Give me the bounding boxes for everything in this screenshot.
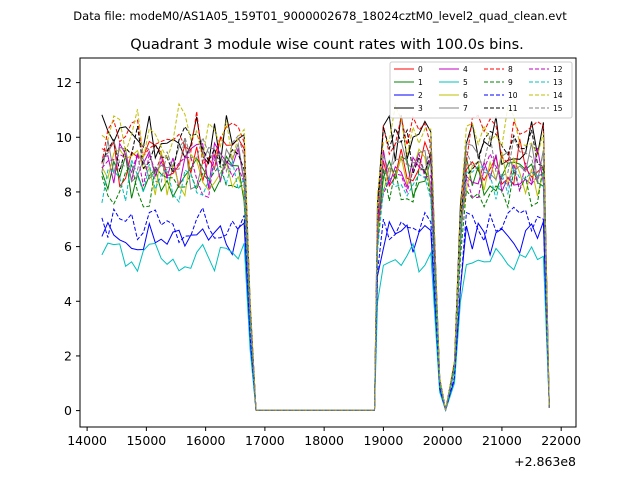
- legend-label-module-12: 12: [553, 65, 563, 74]
- x-tick-label: 20000: [423, 433, 463, 448]
- legend-label-module-6: 6: [463, 91, 468, 100]
- y-tick-label: 6: [64, 239, 72, 254]
- y-tick-label: 0: [64, 403, 72, 418]
- x-tick-label: 17000: [245, 433, 285, 448]
- legend-label-module-8: 8: [508, 65, 513, 74]
- y-tick-label: 2: [64, 348, 72, 363]
- x-tick-label: 14000: [67, 433, 107, 448]
- legend-label-module-2: 2: [418, 91, 423, 100]
- x-tick-label: 18000: [304, 433, 344, 448]
- plot-area-frame: [79, 57, 577, 428]
- legend-label-module-4: 4: [463, 65, 468, 74]
- x-tick-label: 19000: [364, 433, 404, 448]
- legend-label-module-9: 9: [508, 78, 513, 87]
- series-line-module-10: [101, 206, 550, 413]
- y-tick-label: 4: [64, 294, 72, 309]
- series-line-module-15: [101, 134, 550, 411]
- legend-label-module-7: 7: [463, 104, 468, 113]
- x-axis-offset-label: +2.863e8: [514, 454, 576, 469]
- y-tick-label: 8: [64, 184, 72, 199]
- legend-label-module-11: 11: [508, 104, 518, 113]
- x-tick-label: 21000: [482, 433, 522, 448]
- series-line-module-5: [101, 242, 550, 412]
- x-axis-ticks: 14000 15000 16000 17000 18000 19000 20000 21000…: [67, 427, 581, 448]
- legend-label-module-15: 15: [553, 104, 563, 113]
- series-line-module-2: [101, 220, 550, 412]
- x-tick-label: 15000: [126, 433, 166, 448]
- legend-label-module-10: 10: [508, 91, 518, 100]
- legend-label-module-0: 0: [418, 65, 423, 74]
- y-axis-ticks: 0 2 4 6 8 10 12: [56, 75, 80, 418]
- legend-label-module-13: 13: [553, 78, 563, 87]
- series-line-module-1: [101, 155, 550, 411]
- legend-label-module-14: 14: [553, 91, 563, 100]
- plot-lines: [101, 102, 550, 413]
- legend-box: [389, 61, 573, 119]
- chart-title: Quadrant 3 module wise count rates with …: [130, 37, 524, 53]
- x-tick-label: 22000: [541, 433, 581, 448]
- y-tick-label: 12: [56, 75, 72, 90]
- series-line-module-9: [101, 164, 550, 411]
- y-tick-label: 10: [56, 130, 72, 145]
- series-line-module-12: [101, 152, 550, 411]
- x-tick-label: 16000: [186, 433, 226, 448]
- legend-label-module-5: 5: [463, 78, 468, 87]
- chart-suptitle: Data file: modeM0/AS1A05_159T01_90000026…: [73, 9, 567, 23]
- legend-label-module-3: 3: [418, 104, 423, 113]
- legend-label-module-1: 1: [418, 78, 423, 87]
- series-line-module-13: [101, 159, 550, 411]
- series-line-module-14: [101, 102, 550, 411]
